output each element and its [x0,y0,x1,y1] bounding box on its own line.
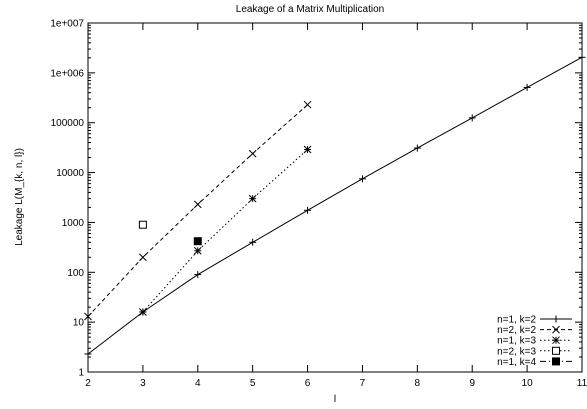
data-point [304,206,312,214]
series-line [87,56,583,355]
legend-marker [552,357,560,366]
series-layer [84,53,586,358]
x-tick-label: 3 [140,378,146,389]
x-tick-label: 4 [195,378,201,389]
y-axis-label: Leakage L(M_{k, n, l}) [14,148,25,246]
series-1 [84,53,586,358]
y-tick-label: 1 [78,368,84,379]
data-point [84,350,92,358]
legend-label: n=1, k=3 [497,336,536,347]
legend-label: n=1, k=4 [497,357,536,368]
data-point [139,253,147,262]
y-tick-label: 100000 [51,118,85,129]
data-point [84,312,92,321]
series-4 [138,220,147,229]
series-line [142,149,308,313]
x-tick-label: 9 [469,378,475,389]
series-5 [193,237,202,246]
chart-title: Leakage of a Matrix Multiplication [236,4,384,15]
x-axis-label: l [334,394,336,405]
x-tick-label: 8 [415,378,421,389]
y-tick-label: 10000 [56,168,84,179]
series-2 [84,100,312,321]
data-point [248,194,257,203]
x-tick-label: 6 [305,378,311,389]
data-point [303,100,312,109]
data-point [139,308,147,316]
data-point [193,246,202,255]
data-point [468,114,476,122]
legend: n=1, k=2n=2, k=2n=1, k=3n=2, k=3n=1, k=4 [497,315,572,368]
y-tick-label: 1e+006 [50,68,84,79]
legend-label: n=2, k=2 [497,325,536,336]
x-axis: 2 3 4 5 6 7 8 9 10 11 [85,23,587,389]
data-point [138,220,147,229]
series-3 [139,145,312,316]
y-tick-label: 1e+007 [50,19,84,30]
legend-marker [552,325,560,334]
data-point [248,149,257,158]
y-tick-label: 100 [67,268,84,279]
legend-marker [552,336,560,345]
data-point [413,144,421,152]
data-point [358,175,366,183]
legend-label: n=2, k=3 [497,346,536,357]
legend-marker [552,315,560,323]
legend-label: n=1, k=2 [497,315,536,326]
y-axis: 1 10 100 1000 10000 100000 1e+006 1e+007 [50,19,582,379]
legend-marker [552,346,560,355]
data-point [194,271,202,279]
x-tick-label: 2 [85,378,91,389]
data-point [249,238,257,246]
series-line [87,104,308,317]
y-tick-label: 1000 [62,218,85,229]
data-point [523,83,531,91]
x-tick-label: 5 [250,378,256,389]
x-tick-label: 10 [522,378,534,389]
data-point [193,200,202,209]
data-point [578,53,586,61]
x-tick-label: 11 [577,378,587,389]
x-tick-label: 7 [360,378,366,389]
data-point [303,145,312,154]
data-point [193,237,202,246]
y-tick-label: 10 [73,318,85,329]
plot-frame [87,22,583,373]
